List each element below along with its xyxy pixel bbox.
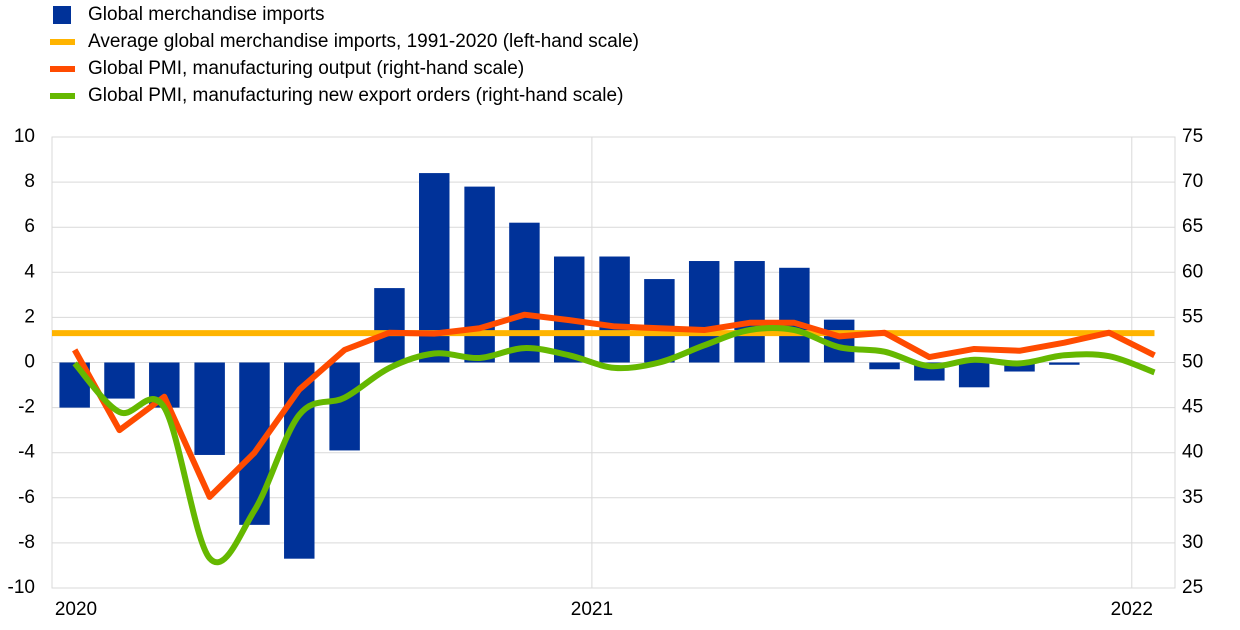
y2-tick-label: 45 [1182,397,1203,418]
y2-tick-label: 75 [1182,126,1203,147]
y2-tick-label: 30 [1182,532,1203,553]
bar [599,256,630,363]
y-tick-label: -4 [18,442,35,463]
bar [1004,362,1035,372]
bar [239,362,270,525]
y-tick-label: -6 [18,487,35,508]
bar [553,256,585,363]
y2-tick-label: 35 [1182,487,1203,508]
bar [958,362,990,388]
y2-tick-label: 70 [1182,171,1203,192]
y-tick-label: 4 [24,261,35,282]
bar [644,279,675,363]
bar [869,362,900,370]
y-tick-label: 10 [14,126,35,147]
bar [104,362,135,399]
bar [1049,362,1080,365]
bar [734,261,765,363]
bar [329,362,360,451]
y-tick-label: 0 [24,352,35,373]
y-tick-label: 8 [24,171,35,192]
y-tick-label: -8 [18,532,35,553]
y2-tick-label: 65 [1182,216,1203,237]
x-tick-label: 2021 [571,599,613,620]
legend-swatch [53,6,71,24]
bar [509,222,540,363]
y2-tick-label: 50 [1182,352,1203,373]
legend-label: Global merchandise imports [88,4,325,25]
x-tick-label: 2020 [55,599,97,620]
y2-tick-label: 25 [1182,577,1203,598]
legend-label: Global PMI, manufacturing output (right-… [88,58,524,79]
y-tick-label: 2 [24,306,35,327]
x-tick-label: 2022 [1111,599,1153,620]
y2-tick-label: 60 [1182,261,1203,282]
bar [779,267,810,363]
line [72,311,1156,500]
y2-tick-label: 40 [1182,442,1203,463]
line [72,324,1156,566]
y-tick-label: 6 [24,216,35,237]
y-tick-label: -2 [18,397,35,418]
legend-label: Global PMI, manufacturing new export ord… [88,85,623,106]
y2-tick-label: 55 [1182,306,1203,327]
legend-label: Average global merchandise imports, 1991… [88,31,639,52]
bar [374,288,405,363]
y-tick-label: -10 [8,577,35,598]
bar [284,362,315,559]
bar [194,362,225,455]
